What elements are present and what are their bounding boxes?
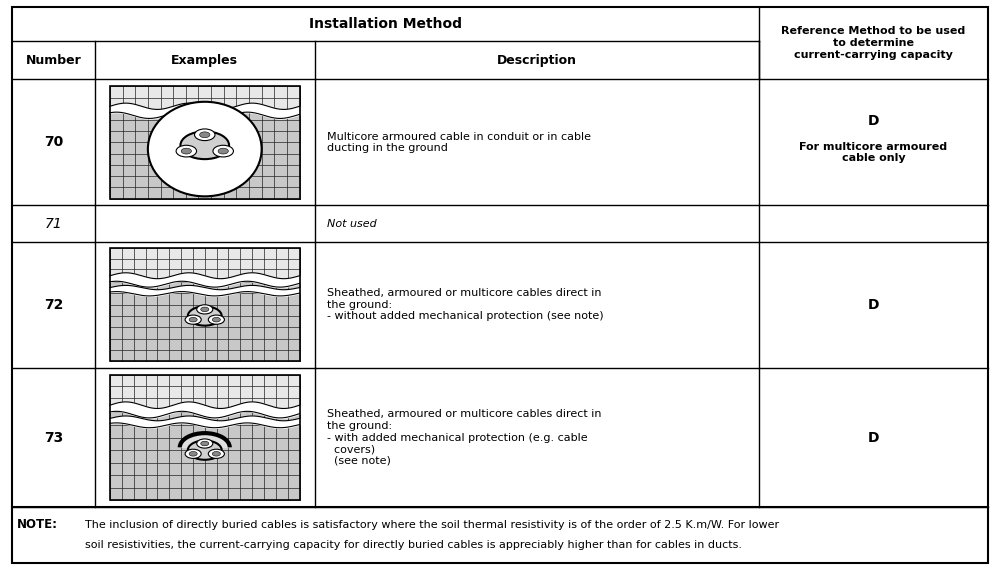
Text: For multicore armoured
cable only: For multicore armoured cable only	[799, 142, 947, 164]
Circle shape	[200, 132, 210, 138]
Circle shape	[189, 317, 197, 322]
Circle shape	[208, 449, 224, 458]
Circle shape	[180, 132, 229, 159]
Bar	[110, 249, 300, 280]
Circle shape	[195, 129, 215, 141]
Circle shape	[213, 145, 233, 157]
Text: 72: 72	[44, 298, 63, 312]
Circle shape	[185, 315, 201, 324]
Text: Description: Description	[497, 54, 577, 67]
Polygon shape	[180, 433, 230, 447]
Bar	[110, 249, 300, 361]
Text: Multicore armoured cable in conduit or in cable
ducting in the ground: Multicore armoured cable in conduit or i…	[327, 132, 591, 153]
Text: Number: Number	[26, 54, 81, 67]
Circle shape	[176, 145, 197, 157]
Text: Sheathed, armoured or multicore cables direct in
the ground:
- with added mechan: Sheathed, armoured or multicore cables d…	[327, 409, 601, 466]
Bar	[110, 374, 300, 410]
Bar	[110, 249, 300, 361]
Bar	[110, 86, 300, 198]
Circle shape	[197, 439, 213, 448]
Text: D: D	[868, 113, 879, 128]
Text: Installation Method: Installation Method	[309, 17, 462, 31]
Circle shape	[201, 307, 209, 312]
Circle shape	[188, 441, 222, 460]
Ellipse shape	[148, 102, 262, 196]
Circle shape	[197, 305, 213, 314]
Text: 73: 73	[44, 430, 63, 445]
Text: Examples: Examples	[171, 54, 238, 67]
Circle shape	[185, 449, 201, 458]
Bar	[110, 374, 300, 500]
Bar	[110, 374, 300, 500]
Circle shape	[181, 148, 191, 154]
Text: Reference Method to be used
to determine
current-carrying capacity: Reference Method to be used to determine…	[781, 26, 965, 60]
Circle shape	[201, 441, 209, 446]
Circle shape	[188, 306, 222, 325]
Text: 70: 70	[44, 135, 63, 149]
Text: NOTE:: NOTE:	[17, 519, 58, 531]
Text: The inclusion of directly buried cables is satisfactory where the soil thermal r: The inclusion of directly buried cables …	[85, 520, 779, 530]
Text: soil resistivities, the current-carrying capacity for directly buried cables is : soil resistivities, the current-carrying…	[85, 540, 742, 551]
Bar	[110, 86, 300, 198]
Text: Sheathed, armoured or multicore cables direct in
the ground:
- without added mec: Sheathed, armoured or multicore cables d…	[327, 288, 603, 321]
Bar	[110, 86, 300, 111]
Circle shape	[212, 451, 220, 456]
Circle shape	[218, 148, 228, 154]
Text: Not used: Not used	[327, 218, 376, 229]
Text: D: D	[868, 430, 879, 445]
Circle shape	[212, 317, 220, 322]
Circle shape	[189, 451, 197, 456]
Text: D: D	[868, 298, 879, 312]
Text: 71: 71	[45, 217, 62, 230]
Circle shape	[208, 315, 224, 324]
